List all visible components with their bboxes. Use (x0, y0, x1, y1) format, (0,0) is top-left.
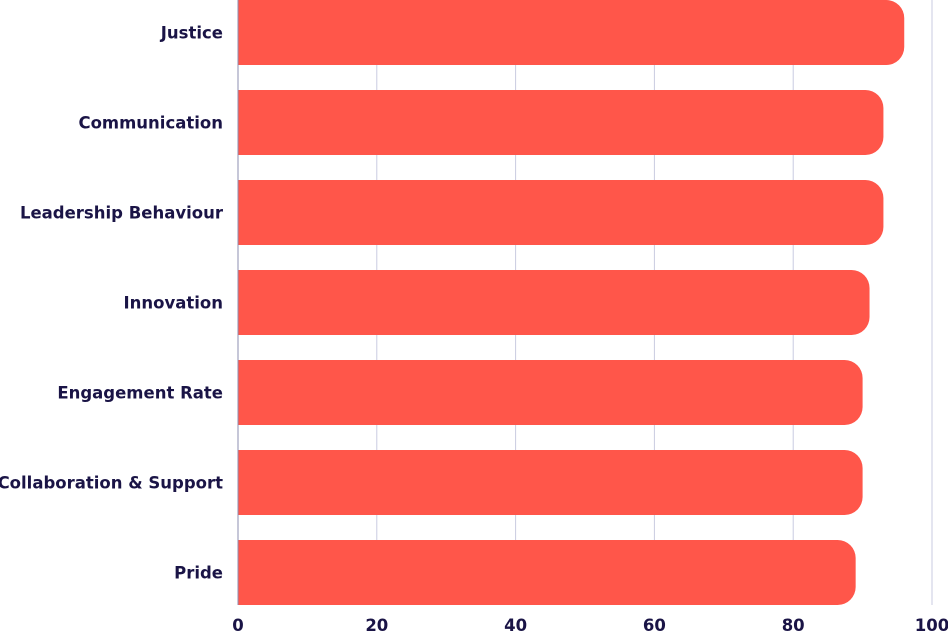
bars (238, 0, 905, 605)
category-label: Innovation (124, 294, 223, 313)
bar-justice (238, 0, 905, 65)
x-tick-label-100: 100 (915, 616, 948, 632)
x-tick-label-20: 20 (365, 616, 388, 632)
bar-innovation (238, 270, 870, 335)
category-label: Collaboration & Support (0, 474, 223, 493)
x-tick-label-40: 40 (504, 616, 527, 632)
category-labels: Justice Communication Leadership Behaviour… (0, 24, 224, 583)
category-label: Engagement Rate (57, 384, 223, 403)
x-tick-label-80: 80 (782, 616, 805, 632)
bar-collaboration-support (238, 450, 863, 515)
category-label: Communication (78, 114, 223, 133)
category-label: Pride (174, 564, 223, 583)
category-label: Justice (160, 24, 223, 43)
x-tick-label-60: 60 (643, 616, 666, 632)
x-tick-label-0: 0 (232, 616, 243, 632)
category-label: Leadership Behaviour (20, 204, 224, 223)
bar-pride (238, 540, 856, 605)
bar-engagement-rate (238, 360, 863, 425)
bar-leadership-behaviour (238, 180, 884, 245)
x-tick-labels: 0 20 40 60 80 100 (232, 616, 948, 632)
bar-communication (238, 90, 884, 155)
